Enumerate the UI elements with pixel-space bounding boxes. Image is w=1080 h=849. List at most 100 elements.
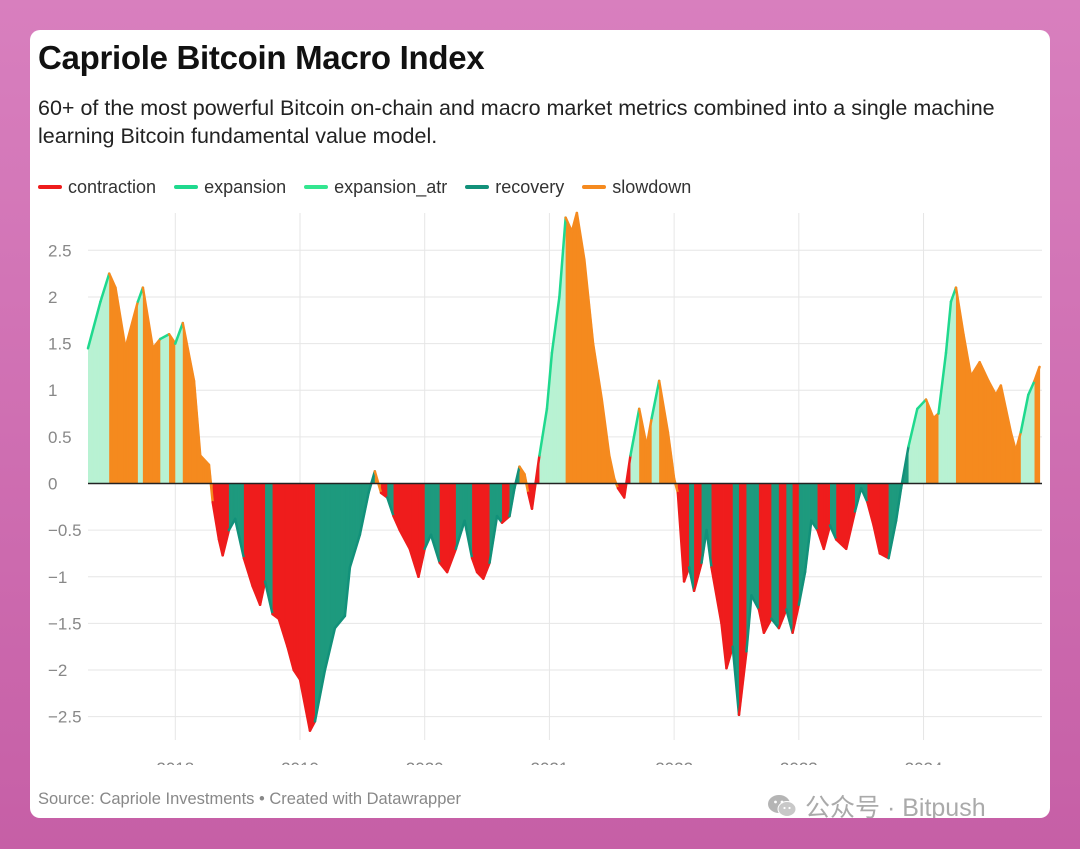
series-line-contraction bbox=[822, 524, 832, 551]
series-line-expansion bbox=[650, 379, 661, 420]
y-tick-label: −2.5 bbox=[48, 708, 82, 727]
series-line-recovery bbox=[731, 645, 741, 717]
series-line-slowdown bbox=[657, 379, 670, 434]
series-line-expansion bbox=[907, 407, 919, 448]
series-line-slowdown bbox=[924, 398, 935, 420]
y-tick-label: 2.5 bbox=[48, 241, 72, 260]
legend-label: recovery bbox=[495, 176, 565, 197]
legend-label: expansion_atr bbox=[334, 176, 448, 197]
series-line-contraction bbox=[791, 603, 801, 634]
series-line-contraction bbox=[622, 454, 632, 499]
area-bar-slowdown bbox=[1039, 368, 1041, 484]
series-line-recovery bbox=[803, 519, 813, 574]
chart-source: Source: Capriole Investments • Created w… bbox=[38, 790, 462, 808]
series-line-contraction bbox=[616, 486, 626, 499]
series-line-slowdown bbox=[600, 398, 611, 457]
legend-swatch bbox=[582, 185, 607, 189]
series-line-recovery bbox=[859, 486, 869, 504]
series-line-contraction bbox=[308, 720, 317, 732]
series-line-contraction bbox=[417, 547, 426, 579]
series-line-contraction bbox=[298, 678, 312, 732]
series-line-recovery bbox=[508, 486, 516, 518]
series-line-slowdown bbox=[999, 384, 1008, 411]
series-line-contraction bbox=[720, 622, 728, 670]
series-line-expansion bbox=[916, 398, 928, 411]
x-tick-label: 2022 bbox=[655, 759, 693, 765]
series-line-expansion bbox=[174, 321, 185, 345]
series-line-slowdown bbox=[583, 258, 595, 345]
series-line-recovery bbox=[348, 533, 362, 569]
series-line-slowdown bbox=[672, 477, 680, 495]
series-line-slowdown bbox=[645, 416, 653, 448]
series-line-expansion bbox=[944, 300, 953, 355]
series-line-contraction bbox=[286, 645, 296, 672]
series-line-contraction bbox=[242, 556, 254, 588]
series-line-expansion bbox=[937, 351, 948, 415]
legend-swatch bbox=[465, 185, 490, 189]
legend-swatch bbox=[174, 185, 199, 189]
series-line-slowdown bbox=[987, 379, 998, 397]
legend-swatch bbox=[304, 185, 329, 189]
wechat-icon bbox=[768, 795, 797, 817]
series-line-recovery bbox=[367, 470, 377, 495]
series-line-slowdown bbox=[1009, 430, 1018, 453]
x-tick-label: 2018 bbox=[156, 759, 194, 765]
legend-item-recovery: recovery bbox=[465, 177, 564, 198]
series-line-recovery bbox=[423, 533, 433, 551]
series-line-contraction bbox=[777, 608, 788, 630]
legend-label: expansion bbox=[204, 176, 287, 197]
series-line-contraction bbox=[221, 528, 231, 557]
series-line-expansion bbox=[629, 407, 641, 457]
series-line-contraction bbox=[762, 617, 773, 634]
series-line-slowdown bbox=[1014, 430, 1023, 453]
series-line-recovery bbox=[495, 514, 504, 524]
series-line-contraction bbox=[271, 612, 281, 620]
series-line-recovery bbox=[887, 519, 898, 560]
series-line-expansion bbox=[545, 351, 554, 411]
legend-label: slowdown bbox=[612, 176, 692, 197]
series-line-slowdown bbox=[114, 286, 127, 350]
series-line-recovery bbox=[263, 580, 274, 616]
series-line-contraction bbox=[475, 570, 485, 580]
series-line-recovery bbox=[513, 465, 521, 490]
series-line-slowdown bbox=[107, 272, 117, 289]
series-line-slowdown bbox=[141, 286, 155, 350]
watermark: 公众号 · Bitpush bbox=[767, 788, 986, 818]
series-line-contraction bbox=[878, 552, 890, 560]
series-line-slowdown bbox=[518, 465, 526, 476]
series-line-expansion bbox=[1027, 379, 1036, 397]
series-line-slowdown bbox=[608, 454, 616, 481]
x-tick-label: 2021 bbox=[530, 759, 568, 765]
legend-swatch bbox=[38, 185, 62, 189]
y-tick-label: −0.5 bbox=[48, 521, 82, 540]
series-line-contraction bbox=[258, 580, 267, 607]
legend-item-slowdown: slowdown bbox=[582, 177, 691, 198]
chart-legend: contraction expansion expansion_atr recover… bbox=[38, 174, 691, 200]
legend-item-contraction: contraction bbox=[38, 177, 156, 198]
series-line-recovery bbox=[700, 528, 708, 565]
series-line-recovery bbox=[797, 570, 807, 607]
x-tick-label: 2024 bbox=[905, 759, 943, 765]
series-line-contraction bbox=[834, 538, 848, 551]
chart-title: Capriole Bitcoin Macro Index bbox=[38, 39, 485, 76]
series-line-slowdown bbox=[181, 321, 196, 383]
series-line-slowdown bbox=[969, 360, 981, 378]
series-line-contraction bbox=[470, 556, 479, 574]
series-line-contraction bbox=[682, 566, 691, 583]
series-line-recovery bbox=[745, 594, 753, 653]
series-line-recovery bbox=[386, 496, 395, 518]
series-line-slowdown bbox=[198, 454, 211, 467]
series-line-recovery bbox=[454, 519, 466, 551]
y-tick-label: 2 bbox=[48, 288, 57, 307]
series-line-slowdown bbox=[575, 211, 586, 261]
series-line-recovery bbox=[488, 514, 499, 565]
series-line-contraction bbox=[500, 514, 511, 524]
series-line-contraction bbox=[710, 566, 723, 625]
series-line-recovery bbox=[323, 626, 337, 672]
series-line-expansion bbox=[558, 216, 567, 299]
series-line-expansion bbox=[86, 300, 102, 350]
series-line-contraction bbox=[277, 617, 289, 648]
legend-label: contraction bbox=[68, 176, 157, 197]
series-line-contraction bbox=[530, 454, 541, 510]
chart-plot: 2.5 2 1.5 1 0.5 0 −0.5 −1 −1.5 −2 −2.5 2018 2019 2020… bbox=[48, 211, 1042, 765]
